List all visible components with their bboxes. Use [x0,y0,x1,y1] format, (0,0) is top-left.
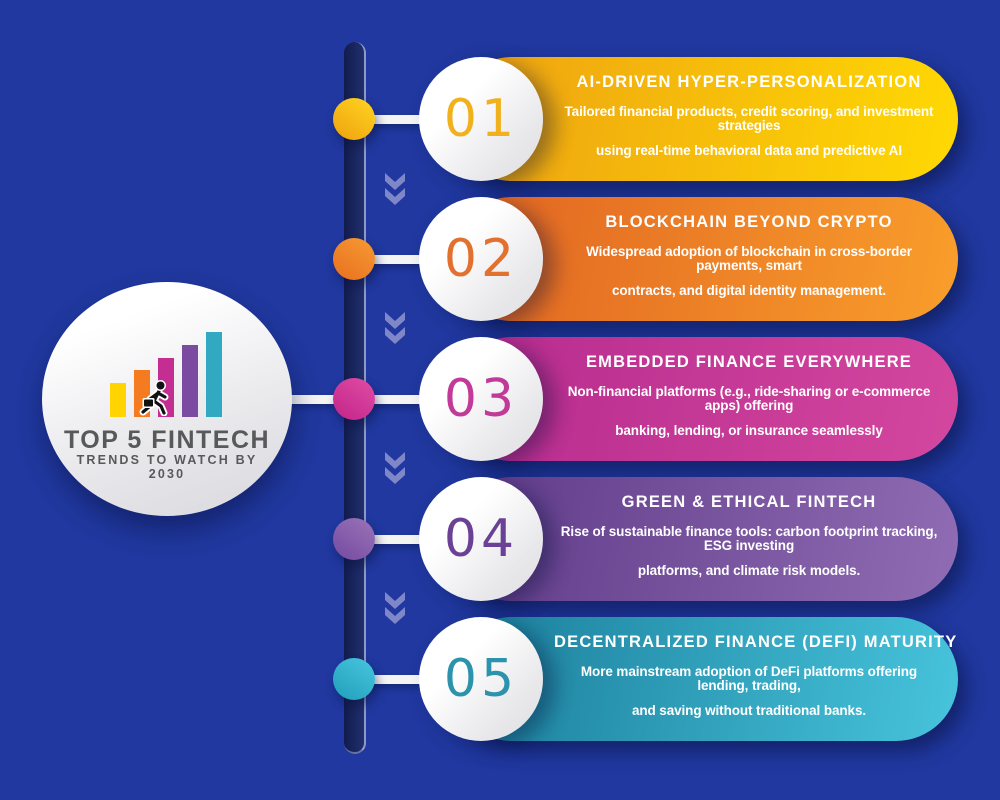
trend-title: GREEN & ETHICAL FINTECH [621,493,877,511]
trend-title: EMBEDDED FINANCE EVERYWHERE [585,353,913,371]
double-chevron-down-icon [385,592,405,624]
trend-card-3: 03 EMBEDDED FINANCE EVERYWHERE Non-finan… [419,337,958,461]
timeline-dot-3 [333,378,375,420]
connector-line-1 [352,115,464,124]
timeline-dot-2 [333,238,375,280]
trend-description-line: contracts, and digital identity manageme… [612,283,886,298]
step-number-circle: 05 [419,617,543,741]
trend-description-line: Widespread adoption of blockchain in cro… [586,244,912,273]
trend-title: BLOCKCHAIN BEYOND CRYPTO [605,213,893,231]
trend-card-content: DECENTRALIZED FINANCE (DEFI) MATURITY Mo… [554,617,958,741]
trend-description-line: platforms, and climate risk models. [637,563,861,578]
trend-card-2: 02 BLOCKCHAIN BEYOND CRYPTO Widespread a… [419,197,958,321]
connector-line-2 [352,255,464,264]
bar-chart-icon [110,329,222,417]
trend-description-line: More mainstream adoption of DeFi platfor… [580,664,918,693]
trend-card-content: EMBEDDED FINANCE EVERYWHERE Non-financia… [554,337,944,461]
trend-card-content: BLOCKCHAIN BEYOND CRYPTO Widespread adop… [554,197,944,321]
trend-card-4: 04 GREEN & ETHICAL FINTECH Rise of susta… [419,477,958,601]
double-chevron-down-icon [385,173,405,205]
badge-title: TOP 5 FINTECH [63,426,271,454]
trend-title: DECENTRALIZED FINANCE (DEFI) MATURITY [554,633,958,651]
step-number: 04 [443,509,519,569]
step-number-circle: 04 [419,477,543,601]
trend-description-line: Non-financial platforms (e.g., ride-shar… [567,384,931,413]
trend-card-5: 05 DECENTRALIZED FINANCE (DEFI) MATURITY… [419,617,958,741]
timeline-dot-1 [333,98,375,140]
trend-description-line: Rise of sustainable finance tools: carbo… [560,524,938,553]
chart-bar-magenta [158,358,174,417]
chart-bar-yellow [110,383,126,417]
badge-circle: TOP 5 FINTECH TRENDS TO WATCH BY 2030 [42,282,292,516]
step-number-circle: 01 [419,57,543,181]
step-number: 02 [443,229,519,289]
double-chevron-down-icon [385,452,405,484]
trend-card-content: AI-DRIVEN HYPER-PERSONALIZATION Tailored… [554,57,944,181]
step-number: 03 [443,369,519,429]
badge-connector-line [278,395,364,404]
businessman-running-icon [139,380,169,416]
trend-description-line: Tailored financial products, credit scor… [564,104,934,133]
chart-bar-teal [206,332,222,417]
double-chevron-down-icon [385,312,405,344]
timeline-dot-5 [333,658,375,700]
trend-description-line: banking, lending, or insurance seamlessl… [615,423,883,438]
connector-line-4 [352,535,464,544]
chart-bar-purple [182,345,198,417]
trend-title: AI-DRIVEN HYPER-PERSONALIZATION [576,73,922,91]
connector-line-3 [352,395,464,404]
step-number-circle: 02 [419,197,543,321]
step-number: 05 [443,649,519,709]
step-number-circle: 03 [419,337,543,461]
trend-description-line: using real-time behavioral data and pred… [596,143,902,158]
trend-card-1: 01 AI-DRIVEN HYPER-PERSONALIZATION Tailo… [419,57,958,181]
trend-description-line: and saving without traditional banks. [631,703,867,718]
step-number: 01 [443,89,519,149]
connector-line-5 [352,675,464,684]
badge-subtitle-line1: TRENDS TO WATCH BY [76,453,258,467]
badge-subtitle-line2: 2030 [148,467,186,481]
trend-card-content: GREEN & ETHICAL FINTECH Rise of sustaina… [554,477,944,601]
timeline-dot-4 [333,518,375,560]
